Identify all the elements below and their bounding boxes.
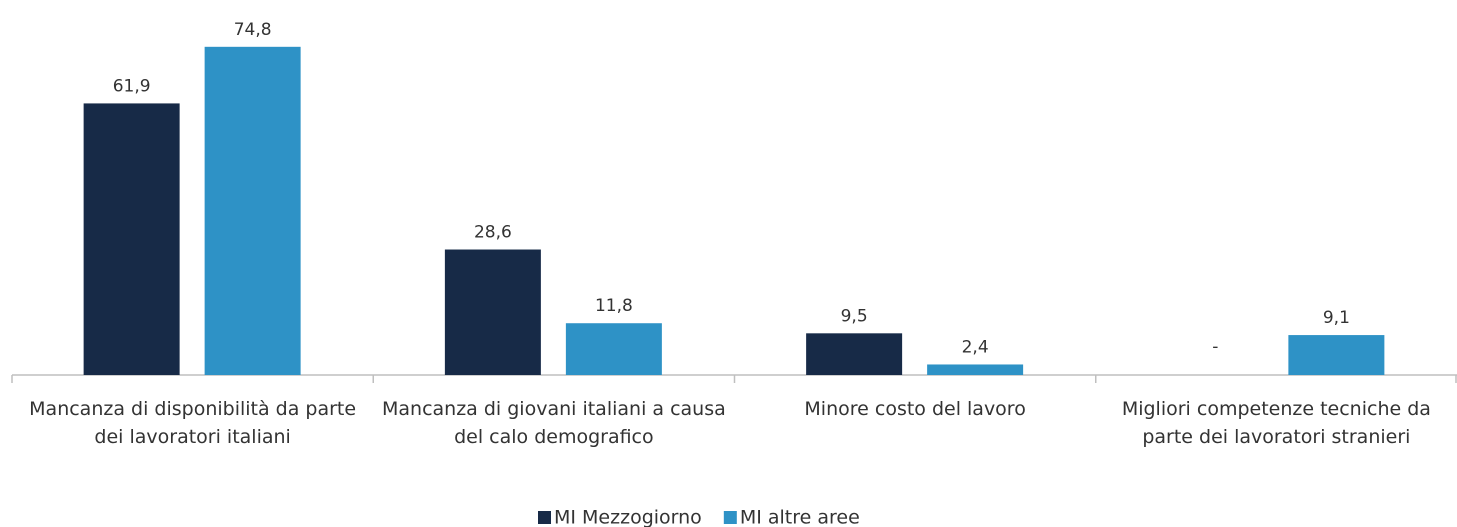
legend-label: MI altre aree — [740, 507, 860, 527]
bar — [927, 364, 1024, 375]
bar — [444, 249, 541, 375]
legend-label: MI Mezzogiorno — [554, 507, 702, 527]
legend-swatch — [538, 511, 551, 524]
legend-swatch — [723, 511, 737, 524]
bar — [83, 103, 180, 375]
bar — [1288, 335, 1385, 375]
x-tick-label: Minore costo del lavoro — [804, 398, 1026, 420]
data-label: 61,9 — [113, 76, 151, 96]
data-label: 2,4 — [962, 337, 989, 357]
data-label: 11,8 — [595, 296, 633, 316]
bar — [565, 323, 662, 375]
x-tick-label: Mancanza di disponibilità da parte dei l… — [29, 398, 357, 448]
bar — [204, 46, 301, 375]
data-label: 28,6 — [474, 223, 512, 243]
data-label: 9,5 — [841, 306, 868, 326]
x-tick-label: Migliori competenze tecniche da parte de… — [1121, 398, 1431, 448]
data-label: - — [1212, 337, 1218, 357]
x-tick-label: Mancanza di giovani italiani a causa del… — [382, 398, 726, 448]
bar — [806, 333, 903, 375]
data-label: 74,8 — [234, 20, 272, 40]
data-label: 9,1 — [1323, 308, 1350, 328]
